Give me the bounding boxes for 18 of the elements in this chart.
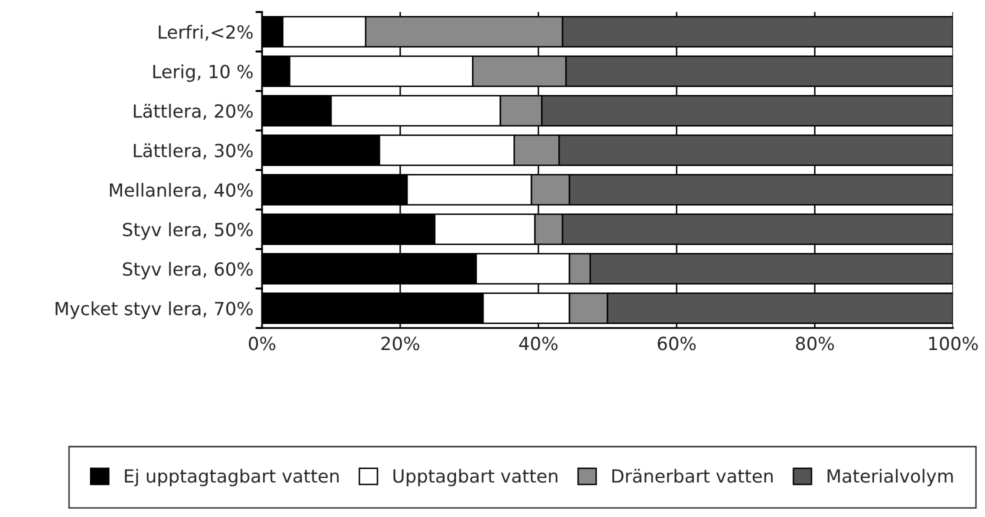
x-tick-label: 100% [929, 336, 978, 350]
y-tick-label: Styv lera, 50% [122, 222, 253, 240]
x-tick-label: 40% [519, 336, 558, 350]
y-tick-label: Lättlera, 30% [134, 143, 253, 160]
x-tick-label: 20% [381, 336, 420, 350]
legend-label: Materialvolym [828, 468, 953, 486]
y-tick-label: Lerig, 10 % [153, 64, 253, 82]
y-tick-label: Mycket styv lera, 70% [56, 301, 253, 319]
y-tick-label: Lerfri,<2% [158, 24, 253, 41]
y-tick-label: Lättlera, 20% [134, 104, 253, 120]
y-tick-label: Styv lera, 60% [122, 262, 253, 280]
y-tick-label: Mellanlera, 40% [110, 182, 253, 199]
legend-label: Dränerbart vatten [612, 468, 773, 483]
x-tick-label: 80% [796, 336, 834, 350]
x-tick-label: 0% [248, 336, 276, 350]
x-tick-label: 60% [658, 336, 696, 350]
legend-label: Ej upptagtagbart vatten [124, 468, 339, 486]
legend-label: Upptagbart vatten [393, 468, 558, 486]
